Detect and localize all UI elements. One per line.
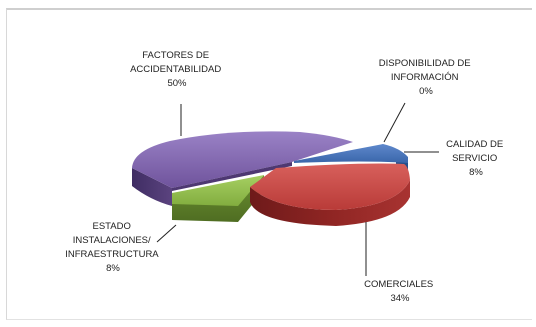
data-label-calidad: CALIDAD DE SERVICIO 8% bbox=[446, 139, 506, 178]
data-labels: FACTORES DE ACCIDENTABILIDAD 50% DISPONI… bbox=[65, 50, 506, 304]
slice-factores-side bbox=[132, 168, 172, 206]
slice-estado-instalaciones bbox=[172, 175, 264, 222]
data-label-comerciales: COMERCIALES 34% bbox=[364, 279, 436, 304]
data-label-disponibilidad: DISPONIBILIDAD DE INFORMACIÓN 0% bbox=[379, 58, 474, 97]
slice-estado-side bbox=[172, 175, 264, 222]
slice-estado-top bbox=[172, 175, 264, 206]
slice-comerciales bbox=[250, 163, 410, 226]
slice-factores-top bbox=[132, 131, 353, 188]
leader-line-disponibilidad bbox=[383, 102, 406, 143]
slice-factores-inner-edge bbox=[172, 162, 292, 191]
data-label-factores: FACTORES DE ACCIDENTABILIDAD 50% bbox=[130, 50, 224, 89]
leader-line-estado bbox=[156, 224, 177, 243]
slice-factores-de-accidentabilidad bbox=[132, 131, 353, 206]
data-label-estado: ESTADO INSTALACIONES/ INFRAESTRUCTURA 8% bbox=[65, 221, 161, 274]
leader-lines bbox=[156, 102, 439, 276]
slice-calidad-top bbox=[294, 144, 408, 163]
slice-comerciales-top bbox=[250, 163, 410, 210]
slice-comerciales-side bbox=[250, 180, 410, 226]
